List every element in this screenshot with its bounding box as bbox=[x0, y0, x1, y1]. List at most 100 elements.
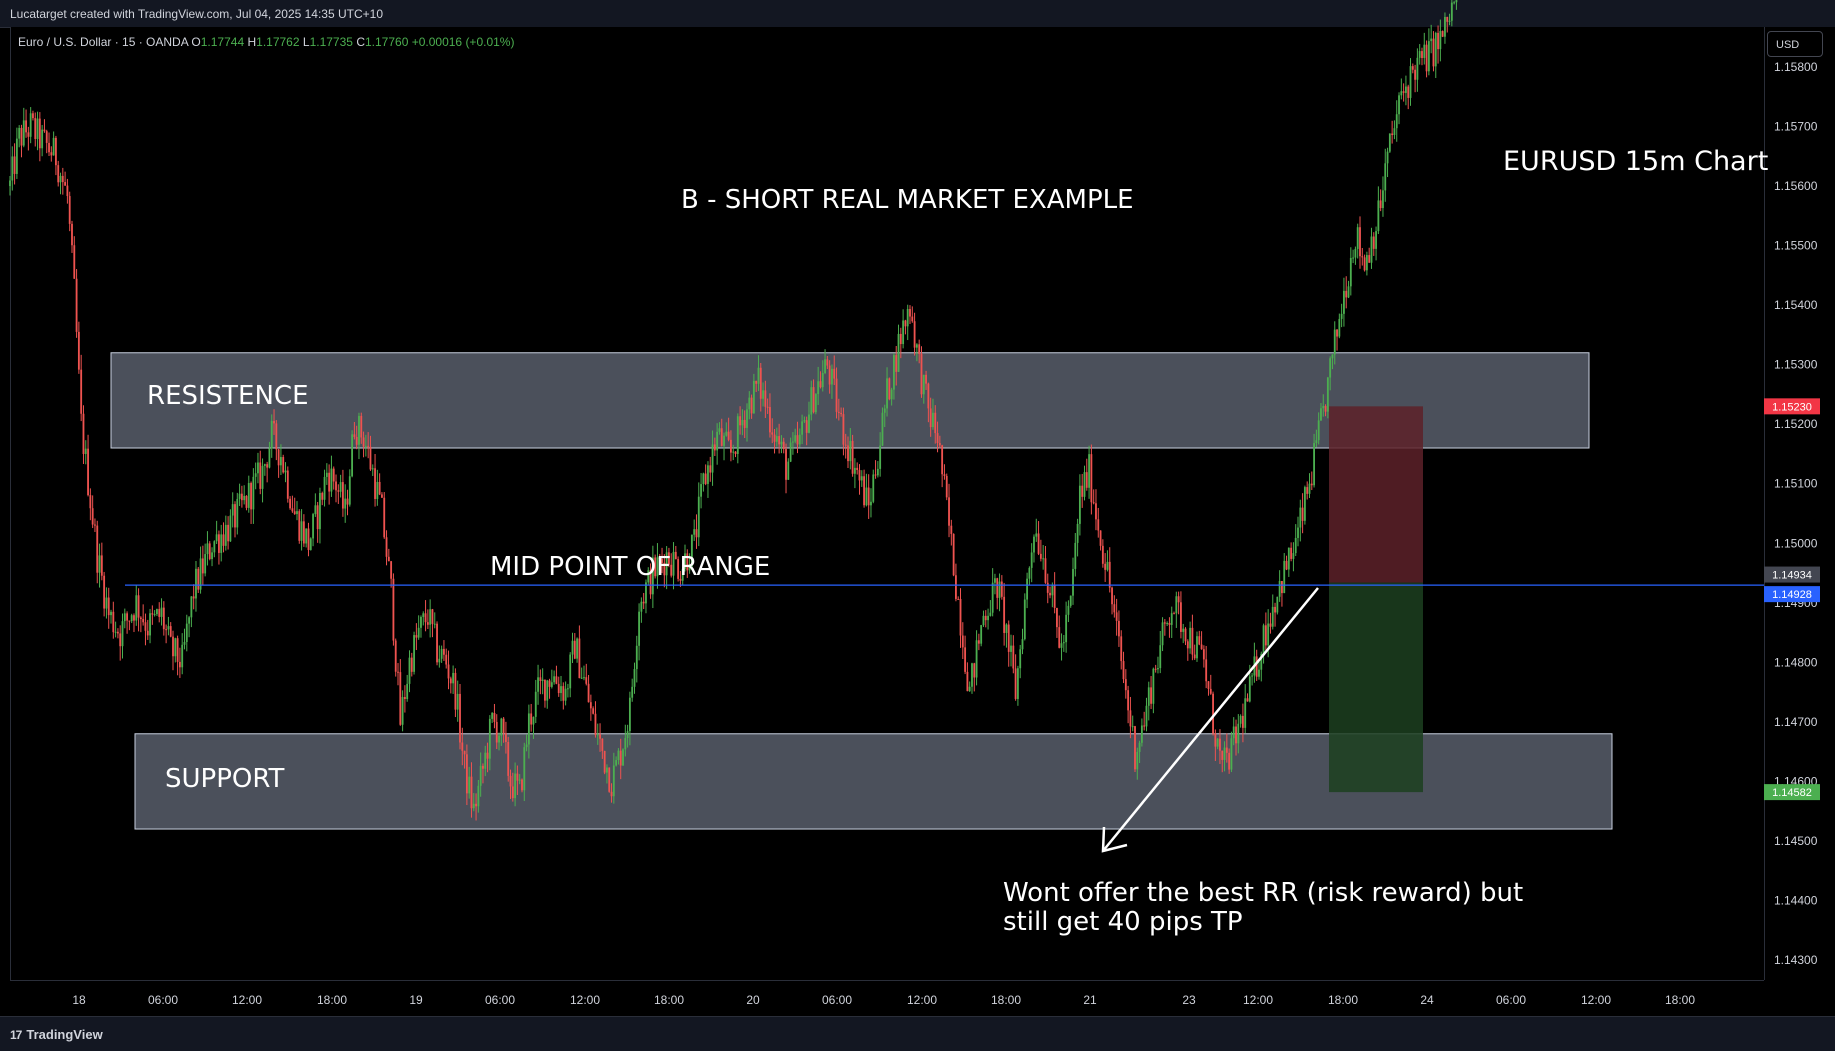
time-axis[interactable] bbox=[10, 980, 1764, 1017]
price-tick-label: 1.15800 bbox=[1774, 60, 1818, 74]
candle-body bbox=[312, 514, 314, 539]
candle-body bbox=[1090, 454, 1093, 503]
candle-body bbox=[1386, 151, 1389, 164]
candle-body bbox=[1407, 86, 1410, 98]
candle-body bbox=[1241, 715, 1244, 728]
candle-body bbox=[470, 776, 473, 809]
candle-body bbox=[433, 623, 436, 625]
candle-body bbox=[507, 741, 510, 776]
candle-body bbox=[631, 686, 634, 698]
candle-body bbox=[1221, 750, 1224, 760]
candle-body bbox=[651, 557, 654, 595]
candle-body bbox=[300, 521, 303, 541]
candle-body bbox=[730, 439, 732, 453]
candle-body bbox=[544, 679, 546, 701]
candle-body bbox=[103, 575, 106, 609]
price-axis[interactable] bbox=[1764, 27, 1835, 980]
candle-body bbox=[895, 355, 898, 372]
candle-body bbox=[1388, 133, 1391, 152]
candle-body bbox=[133, 615, 135, 621]
candle-body bbox=[1306, 487, 1309, 494]
candle-body bbox=[9, 180, 11, 187]
candle-body bbox=[52, 137, 55, 156]
candle-body bbox=[32, 113, 34, 119]
candle-body bbox=[734, 451, 737, 454]
candle-body bbox=[139, 617, 142, 619]
candle-body bbox=[1370, 236, 1373, 263]
candle-body bbox=[647, 570, 650, 583]
candle-body bbox=[791, 441, 794, 443]
candle-body bbox=[1168, 622, 1171, 625]
candle-body bbox=[1062, 642, 1065, 644]
time-tick-label: 18:00 bbox=[654, 993, 684, 1007]
candle-body bbox=[436, 623, 438, 663]
candle-body bbox=[713, 444, 716, 451]
candle-body bbox=[794, 435, 797, 442]
candle-body bbox=[1060, 643, 1063, 648]
candle-body bbox=[913, 321, 916, 348]
candle-body bbox=[321, 492, 324, 500]
candle-body bbox=[360, 415, 363, 438]
brand-label: TradingView bbox=[26, 1027, 103, 1042]
candle-body bbox=[668, 552, 670, 565]
candle-body bbox=[449, 678, 452, 684]
candle-body bbox=[975, 640, 978, 678]
price-tick-label: 1.15200 bbox=[1774, 417, 1818, 431]
candle-body bbox=[247, 483, 250, 508]
candle-body bbox=[1065, 614, 1068, 643]
time-tick-label: 20 bbox=[746, 993, 760, 1007]
candle-body bbox=[243, 495, 246, 501]
candle-body bbox=[169, 626, 172, 637]
candle-body bbox=[328, 472, 331, 492]
candle-body bbox=[29, 113, 32, 137]
candle-body bbox=[374, 468, 376, 499]
time-tick-label: 06:00 bbox=[1496, 993, 1526, 1007]
candle-body bbox=[1111, 587, 1113, 605]
candle-body bbox=[224, 524, 227, 546]
candle-body bbox=[663, 562, 666, 576]
candle-body bbox=[684, 553, 686, 569]
candle-body bbox=[580, 677, 583, 679]
candle-body bbox=[860, 476, 863, 481]
candle-body bbox=[286, 470, 289, 499]
candle-body bbox=[1359, 227, 1361, 257]
candle-body bbox=[1405, 86, 1407, 93]
candle-body bbox=[1092, 502, 1095, 504]
candle-body bbox=[624, 738, 627, 750]
candle-body bbox=[622, 749, 624, 766]
chart-pane[interactable] bbox=[10, 27, 1765, 980]
bottom-bar: 17 TradingView bbox=[0, 1016, 1835, 1051]
candle-body bbox=[314, 505, 317, 515]
candle-body bbox=[518, 779, 521, 781]
tradingview-logo[interactable]: 17 TradingView bbox=[10, 1027, 103, 1042]
currency-button[interactable]: USD bbox=[1767, 31, 1823, 57]
candle-body bbox=[280, 457, 282, 466]
candle-body bbox=[1101, 545, 1104, 564]
candle-body bbox=[596, 734, 599, 736]
candle-body bbox=[1173, 613, 1175, 615]
candle-body bbox=[1453, 2, 1456, 4]
resistance-label: RESISTENCE bbox=[147, 381, 309, 411]
candle-body bbox=[1393, 128, 1396, 136]
candle-body bbox=[1423, 44, 1426, 59]
candle-body bbox=[1361, 256, 1364, 258]
note-line-1: Wont offer the best RR (risk reward) but bbox=[1003, 878, 1524, 908]
change-value: +0.00016 (+0.01%) bbox=[411, 35, 515, 49]
candle-body bbox=[925, 374, 927, 384]
arrow-head bbox=[1101, 826, 1128, 853]
candle-body bbox=[874, 474, 877, 476]
candle-body bbox=[837, 411, 840, 413]
candle-body bbox=[1239, 715, 1242, 724]
candle-body bbox=[785, 449, 787, 480]
candle-body bbox=[1248, 676, 1251, 702]
candle-body bbox=[130, 615, 133, 622]
candle-body bbox=[748, 397, 751, 410]
candle-body bbox=[1131, 726, 1134, 728]
symbol-legend[interactable]: Euro / U.S. Dollar · 15 · OANDA O1.17744… bbox=[18, 35, 514, 49]
candle-body bbox=[1003, 596, 1006, 633]
candle-body bbox=[38, 118, 41, 149]
candle-body bbox=[339, 482, 342, 492]
time-tick-label: 21 bbox=[1083, 993, 1097, 1007]
candle-body bbox=[1313, 443, 1315, 486]
candle-body bbox=[932, 412, 934, 428]
